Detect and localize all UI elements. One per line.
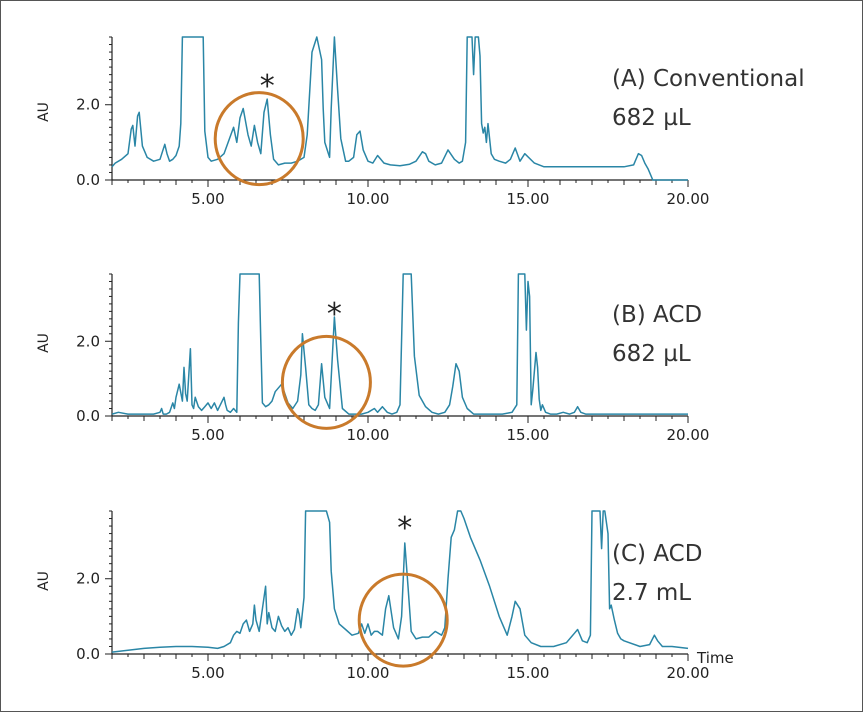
panel-label-line1: (A) Conventional [612,66,805,92]
y-tick-label: 2.0 [76,96,100,114]
chromatogram-trace [111,36,688,181]
x-tick-label: 15.00 [507,190,550,208]
y-tick-label: 0.0 [76,645,100,663]
y-tick-label: 0.0 [76,171,100,189]
peak-marker: * [327,297,342,332]
x-tick-label: 10.00 [347,664,390,682]
x-axis-label: Time [696,649,734,667]
chromatogram-trace [111,510,689,653]
y-axis-label: AU [36,571,52,591]
highlight-circle [280,334,372,430]
y-tick-label: 2.0 [76,570,100,588]
panel-a: AU (A) Conventional 682 µL * 5.00 10.00 15… [36,36,805,208]
panel-label-line2: 682 µL [612,105,691,131]
y-tick-label: 2.0 [76,332,100,350]
peak-marker: * [397,511,412,546]
x-tick-label: 10.00 [347,190,390,208]
highlight-circle [357,572,449,668]
x-tick-label: 20.00 [667,190,710,208]
x-tick-label: 5.00 [191,426,224,444]
panel-label-line1: (C) ACD [612,541,702,567]
x-tick-label: 15.00 [507,664,550,682]
x-tick-label: 15.00 [507,426,550,444]
x-tick-label: 20.00 [667,664,710,682]
chromatogram-trace [111,273,688,415]
x-tick-label: 5.00 [191,664,224,682]
x-tick-label: 10.00 [347,426,390,444]
highlight-circle [213,91,305,187]
x-tick-label: 20.00 [667,426,710,444]
panel-b: AU (B) ACD 682 µL * 5.00 10.00 15.00 20.00 0… [36,273,710,444]
panel-c: AU (C) ACD 2.7 mL * Time 5.00 10.00 15.00 2… [36,510,734,682]
panel-label-line2: 682 µL [612,341,691,367]
y-axis-label: AU [36,102,52,122]
panel-label-line2: 2.7 mL [612,580,691,606]
panel-label-line1: (B) ACD [612,302,702,328]
y-tick-label: 0.0 [76,407,100,425]
x-tick-label: 5.00 [191,190,224,208]
y-axis-label: AU [36,333,52,353]
